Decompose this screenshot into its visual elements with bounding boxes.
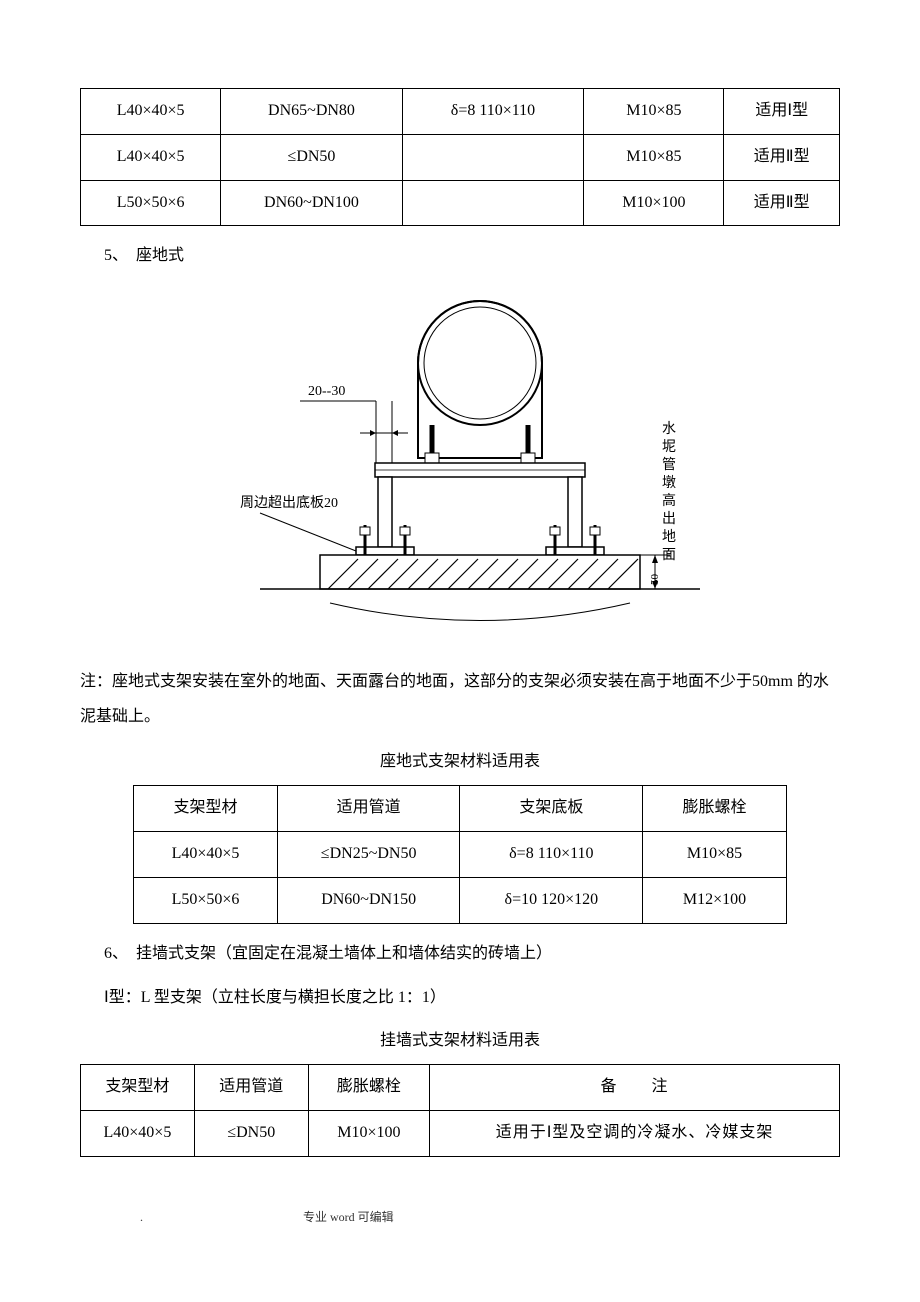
cell: δ=10 120×120 bbox=[460, 877, 643, 923]
floor-mount-diagram: 20--30 周边超出底板20 水坭 管墩 高出 地面 50 bbox=[80, 283, 840, 654]
dim-gap-label: 20--30 bbox=[308, 384, 345, 399]
cell: L50×50×6 bbox=[134, 877, 278, 923]
table2-caption: 座地式支架材料适用表 bbox=[80, 748, 840, 777]
cell: M10×85 bbox=[584, 89, 724, 135]
col-header: 支架型材 bbox=[134, 786, 278, 832]
cell: DN60~DN150 bbox=[277, 877, 460, 923]
dim-height-label: 50 bbox=[649, 574, 661, 586]
base-note-label: 周边超出底板20 bbox=[240, 495, 338, 511]
cell: M10×85 bbox=[643, 831, 787, 877]
cell: ≤DN25~DN50 bbox=[277, 831, 460, 877]
cell: L40×40×5 bbox=[81, 89, 221, 135]
table-row: L50×50×6 DN60~DN150 δ=10 120×120 M12×100 bbox=[134, 877, 787, 923]
footer-text: 专业 word 可编辑 bbox=[303, 1210, 394, 1224]
col-header: 适用管道 bbox=[277, 786, 460, 832]
table3-caption: 挂墙式支架材料适用表 bbox=[80, 1027, 840, 1056]
section-6-heading: 6、 挂墙式支架（宜固定在混凝土墙体上和墙体结实的砖墙上） bbox=[104, 940, 840, 969]
cell: 适用Ⅱ型 bbox=[724, 180, 840, 226]
cell: L40×40×5 bbox=[134, 831, 278, 877]
col-header: 适用管道 bbox=[194, 1064, 308, 1110]
cell: M12×100 bbox=[643, 877, 787, 923]
col-header: 支架底板 bbox=[460, 786, 643, 832]
cell: 适用Ⅰ型 bbox=[724, 89, 840, 135]
diagram-svg: 20--30 周边超出底板20 水坭 管墩 高出 地面 50 bbox=[200, 283, 720, 643]
table-row: L40×40×5 ≤DN50 M10×100 适用于Ⅰ型及空调的冷凝水、冷媒支架 bbox=[81, 1110, 840, 1156]
col-header: 备 注 bbox=[430, 1064, 840, 1110]
table-floor-mount: 支架型材 适用管道 支架底板 膨胀螺栓 L40×40×5 ≤DN25~DN50 … bbox=[133, 785, 787, 923]
cell bbox=[402, 134, 584, 180]
page-footer: .专业 word 可编辑 bbox=[80, 1207, 840, 1229]
cell: L40×40×5 bbox=[81, 1110, 195, 1156]
cell: δ=8 110×110 bbox=[460, 831, 643, 877]
svg-text:管: 管 bbox=[662, 457, 676, 473]
col-header: 膨胀螺栓 bbox=[308, 1064, 429, 1110]
cell: L50×50×6 bbox=[81, 180, 221, 226]
table-row: L40×40×5 ≤DN25~DN50 δ=8 110×110 M10×85 bbox=[134, 831, 787, 877]
cell: M10×85 bbox=[584, 134, 724, 180]
table-row: L40×40×5 ≤DN50 M10×85 适用Ⅱ型 bbox=[81, 134, 840, 180]
cell bbox=[402, 180, 584, 226]
svg-text:墩: 墩 bbox=[662, 475, 676, 491]
section-5-heading: 5、 座地式 bbox=[104, 242, 840, 271]
cell: M10×100 bbox=[584, 180, 724, 226]
cell: 适用于Ⅰ型及空调的冷凝水、冷媒支架 bbox=[430, 1110, 840, 1156]
cell: DN60~DN100 bbox=[221, 180, 403, 226]
vertical-label: 水坭 管墩 高出 地面 bbox=[662, 421, 676, 563]
col-header: 膨胀螺栓 bbox=[643, 786, 787, 832]
cell: L40×40×5 bbox=[81, 134, 221, 180]
table-wall-mount: 支架型材 适用管道 膨胀螺栓 备 注 L40×40×5 ≤DN50 M10×10… bbox=[80, 1064, 840, 1157]
table-row: L40×40×5 DN65~DN80 δ=8 110×110 M10×85 适用… bbox=[81, 89, 840, 135]
cell: δ=8 110×110 bbox=[402, 89, 584, 135]
cell: 适用Ⅱ型 bbox=[724, 134, 840, 180]
section-5-note: 注：座地式支架安装在室外的地面、天面露台的地面，这部分的支架必须安装在高于地面不… bbox=[80, 664, 840, 734]
table-prev-continued: L40×40×5 DN65~DN80 δ=8 110×110 M10×85 适用… bbox=[80, 88, 840, 226]
col-header: 支架型材 bbox=[81, 1064, 195, 1110]
svg-text:地: 地 bbox=[662, 529, 676, 545]
svg-text:高: 高 bbox=[662, 492, 676, 509]
cell: DN65~DN80 bbox=[221, 89, 403, 135]
cell: M10×100 bbox=[308, 1110, 429, 1156]
cell: ≤DN50 bbox=[194, 1110, 308, 1156]
table-row: L50×50×6 DN60~DN100 M10×100 适用Ⅱ型 bbox=[81, 180, 840, 226]
svg-text:水: 水 bbox=[662, 421, 676, 437]
cell: ≤DN50 bbox=[221, 134, 403, 180]
svg-text:坭: 坭 bbox=[662, 439, 676, 455]
section-6-sub: Ⅰ型：L 型支架（立柱长度与横担长度之比 1：1） bbox=[104, 984, 840, 1013]
svg-text:出: 出 bbox=[662, 511, 676, 527]
